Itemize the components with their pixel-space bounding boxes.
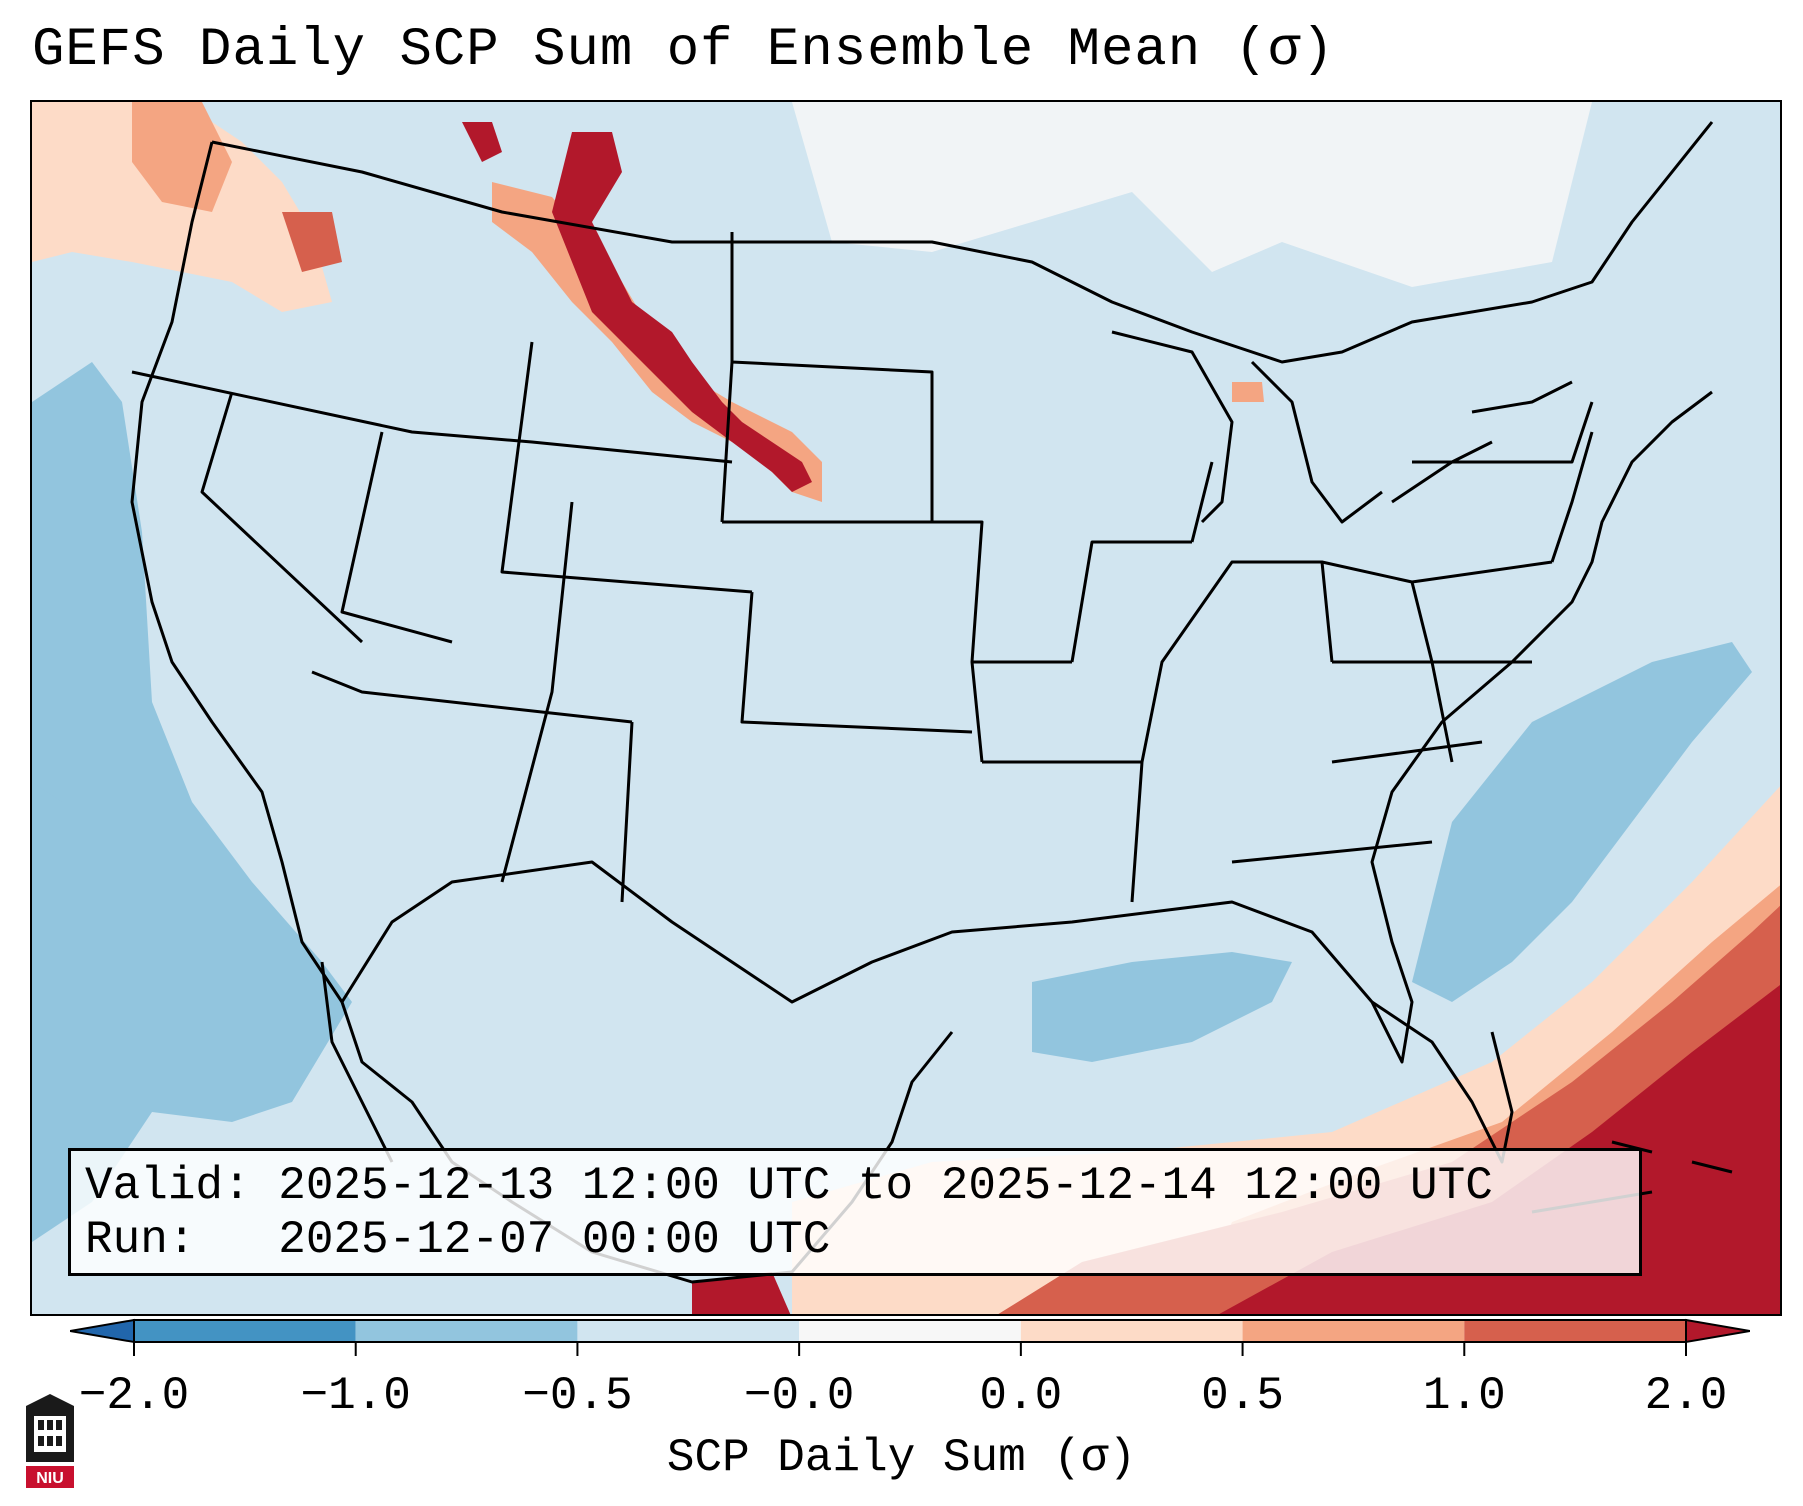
colorbar-tick-label: −2.0 (78, 1370, 190, 1422)
colorbar-tick-label: 0.0 (979, 1370, 1063, 1422)
colorbar-svg (69, 1318, 1751, 1356)
map-title: GEFS Daily SCP Sum of Ensemble Mean (σ) (32, 20, 1335, 81)
state-lines-central (720, 232, 1532, 903)
anomaly-field (32, 102, 1780, 1314)
florida (1371, 1000, 1514, 1164)
colorbar-bin (1242, 1320, 1465, 1342)
colorbar-bin (355, 1320, 578, 1342)
colorbar-bin (577, 1320, 800, 1342)
neutral-region-north (792, 102, 1592, 287)
map-canvas (32, 102, 1780, 1314)
low-region-gulf (1032, 952, 1292, 1062)
valid-line: Valid: 2025-12-13 12:00 UTC to 2025-12-1… (85, 1160, 1493, 1212)
run-line: Run: 2025-12-07 00:00 UTC (85, 1214, 831, 1266)
great-lakes (1111, 330, 1573, 524)
colorbar-label: SCP Daily Sum (σ) (666, 1432, 1137, 1484)
colorbar (69, 1318, 1751, 1375)
colorbar-tick-label: 0.5 (1201, 1370, 1284, 1422)
low-region-pacific-inner (32, 502, 162, 862)
colorbar-under-extension (69, 1318, 135, 1344)
boundaries (130, 121, 1733, 1284)
usa-canada-border (211, 121, 1714, 364)
west-coast (130, 141, 344, 1003)
high-region-northwest-2 (132, 102, 232, 212)
validity-info-box: Valid: 2025-12-13 12:00 UTC to 2025-12-1… (68, 1148, 1642, 1276)
colorbar-over-extension (1685, 1318, 1751, 1344)
map-panel: Valid: 2025-12-13 12:00 UTC to 2025-12-1… (30, 100, 1782, 1316)
baja-california (320, 961, 394, 1163)
colorbar-bin (1020, 1320, 1243, 1342)
high-region-washington (282, 212, 342, 272)
colorbar-frame (133, 1319, 1687, 1343)
max-region-south (692, 1272, 791, 1314)
colorbar-bin (1464, 1320, 1686, 1342)
colorbar-bin (799, 1320, 1021, 1342)
niu-logo: NIU (22, 1392, 78, 1495)
low-region-atlantic (1412, 642, 1752, 1002)
colorbar-tick-label: −1.0 (300, 1370, 411, 1422)
state-lines-east (1190, 401, 1594, 864)
colorbar-tick-label: 2.0 (1644, 1370, 1728, 1422)
colorbar-bin (134, 1320, 356, 1342)
max-region-idaho (462, 122, 502, 162)
colorbar-tick-label: −0.0 (743, 1370, 855, 1422)
gulf-coast (340, 390, 1713, 1064)
colorbar-tick-label: −0.5 (522, 1370, 633, 1422)
max-region-montana (552, 132, 812, 492)
colorbar-tick-label: 1.0 (1422, 1370, 1506, 1422)
high-region-northwest (32, 102, 332, 312)
svg-text:NIU: NIU (36, 1470, 64, 1487)
high-region-michigan (1232, 382, 1264, 402)
state-lines-west (131, 341, 973, 903)
low-region-pacific (32, 362, 352, 1242)
